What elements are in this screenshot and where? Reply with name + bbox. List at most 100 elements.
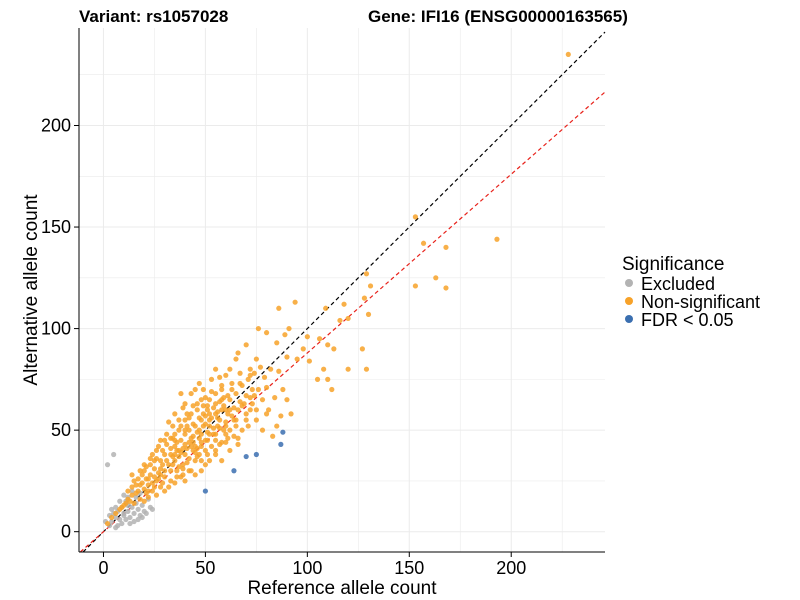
data-point <box>249 401 255 407</box>
data-point <box>117 516 123 523</box>
data-point <box>164 441 170 447</box>
data-point <box>237 370 243 376</box>
data-point <box>412 214 418 220</box>
data-point <box>141 486 147 492</box>
data-point <box>157 437 164 443</box>
data-point <box>202 488 209 494</box>
data-point <box>225 435 231 441</box>
data-point <box>168 478 174 484</box>
data-point <box>196 451 202 458</box>
data-point <box>182 417 188 423</box>
data-point <box>363 271 370 277</box>
data-point <box>223 423 229 429</box>
data-point <box>184 423 190 429</box>
data-point <box>217 374 223 380</box>
data-point <box>212 437 219 443</box>
data-point <box>231 417 237 423</box>
data-point <box>204 403 211 409</box>
data-point <box>123 500 129 506</box>
data-point <box>149 480 155 486</box>
data-point <box>233 423 239 429</box>
x-axis-ticks: 0 50 100 150 200 <box>98 552 526 578</box>
data-point <box>263 411 270 417</box>
x-tick-label: 100 <box>292 558 322 578</box>
data-point <box>133 482 139 488</box>
data-point <box>190 439 196 445</box>
x-tick-label: 50 <box>195 558 215 578</box>
data-point <box>206 423 213 429</box>
data-point <box>412 283 418 289</box>
data-point <box>229 380 235 387</box>
data-point <box>147 472 153 478</box>
data-point <box>259 427 266 433</box>
data-point <box>253 356 259 362</box>
data-point <box>186 455 192 462</box>
data-point <box>223 439 229 445</box>
data-point <box>266 407 272 413</box>
data-point <box>314 376 321 382</box>
data-point <box>153 492 160 498</box>
data-point <box>284 397 290 403</box>
data-point <box>164 458 170 464</box>
data-point <box>137 496 143 502</box>
data-point <box>141 468 147 474</box>
data-point <box>166 484 172 490</box>
data-point <box>162 474 168 480</box>
data-point <box>215 415 221 421</box>
data-point <box>121 510 127 517</box>
data-point <box>129 504 135 510</box>
data-point <box>164 431 170 437</box>
x-tick-label: 0 <box>98 558 108 578</box>
data-point <box>259 397 266 403</box>
data-point <box>153 478 160 484</box>
data-point <box>494 236 500 242</box>
data-point <box>109 514 115 521</box>
data-point <box>212 401 219 407</box>
data-point <box>143 510 149 517</box>
y-tick-label: 150 <box>41 217 71 237</box>
data-point <box>157 472 164 478</box>
y-tick-label: 50 <box>51 420 71 440</box>
data-point <box>184 445 190 452</box>
data-point <box>188 443 194 449</box>
data-point <box>176 417 182 423</box>
data-point <box>272 395 278 401</box>
data-point <box>247 395 253 401</box>
data-point <box>420 240 427 246</box>
data-point <box>131 478 137 484</box>
data-point <box>263 384 270 391</box>
data-point <box>212 447 219 454</box>
data-point <box>127 514 133 521</box>
data-point <box>143 464 149 470</box>
data-point <box>149 506 155 512</box>
data-point <box>109 506 115 512</box>
data-point <box>192 472 198 478</box>
data-point <box>182 478 188 484</box>
data-point <box>206 417 213 423</box>
data-point <box>182 431 188 437</box>
data-point <box>123 516 129 523</box>
data-point <box>176 464 182 470</box>
series-1 <box>104 51 571 527</box>
data-point <box>239 382 245 389</box>
data-point <box>131 500 137 506</box>
data-point <box>202 447 209 454</box>
data-point <box>162 451 168 458</box>
data-point <box>206 411 213 417</box>
data-point <box>139 514 145 521</box>
data-point <box>172 451 178 458</box>
data-point <box>251 370 257 376</box>
data-point <box>172 411 178 417</box>
data-point <box>245 376 251 382</box>
data-point <box>227 447 233 454</box>
data-point <box>198 439 204 445</box>
data-point <box>278 413 284 419</box>
data-point <box>198 431 204 437</box>
data-point <box>109 518 115 525</box>
data-point <box>180 445 186 452</box>
data-point <box>223 407 229 413</box>
data-point <box>188 390 194 397</box>
data-point <box>245 423 251 429</box>
data-point <box>162 468 168 474</box>
data-point <box>235 350 241 356</box>
